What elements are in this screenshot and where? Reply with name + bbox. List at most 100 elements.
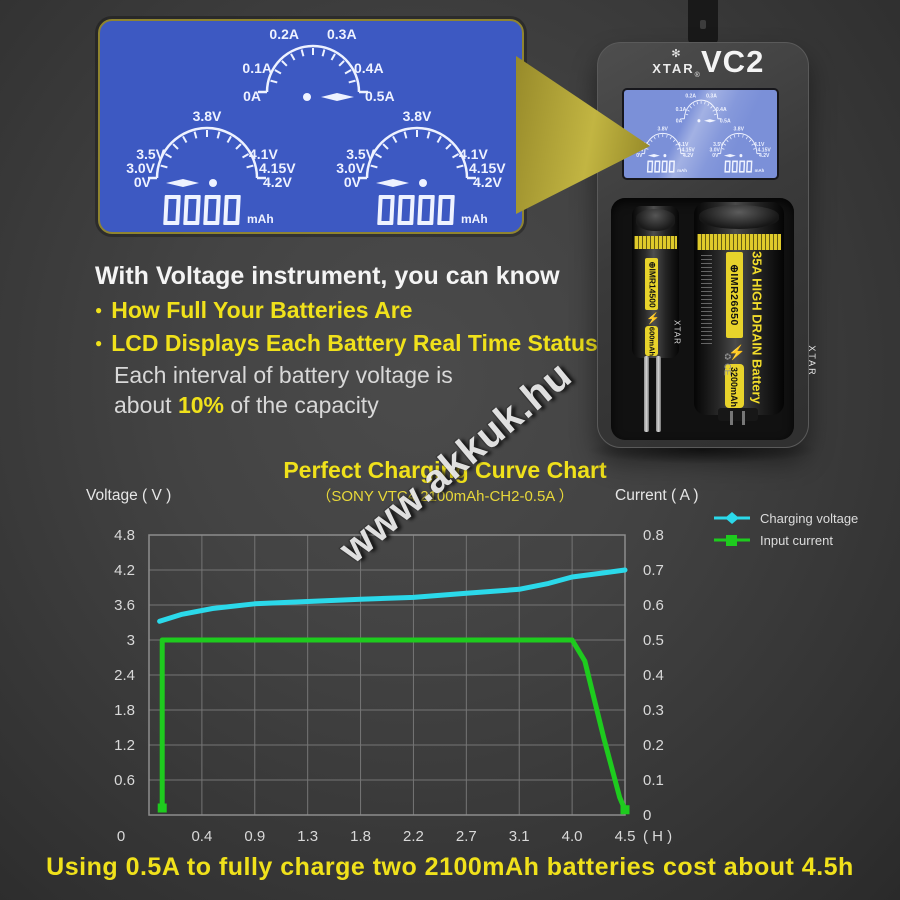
- svg-text:( H ): ( H ): [643, 828, 672, 845]
- svg-text:4.2V: 4.2V: [683, 153, 694, 159]
- info-note: Each interval of battery voltage is abou…: [114, 360, 453, 420]
- svg-text:4.8: 4.8: [114, 527, 135, 544]
- chart-subtitle: （SONY VTC4 2100mAh-CH2-0.5A ）: [316, 488, 574, 505]
- svg-text:4.1V: 4.1V: [678, 142, 689, 148]
- feature-bullet: ● How Full Your Batteries Are: [95, 297, 598, 324]
- svg-text:4.15V: 4.15V: [469, 160, 506, 176]
- bullet-dot-icon: ●: [95, 303, 103, 317]
- legend-item: Input current: [712, 529, 858, 551]
- svg-text:1.8: 1.8: [350, 828, 371, 845]
- battery-model-label: ⊕IMR14500: [647, 261, 658, 308]
- svg-text:0.3A: 0.3A: [706, 93, 717, 99]
- svg-text:2.4: 2.4: [114, 667, 135, 684]
- svg-text:4.15V: 4.15V: [758, 147, 772, 153]
- feature-list: ● How Full Your Batteries Are ● LCD Display…: [95, 297, 598, 363]
- svg-text:0.1A: 0.1A: [676, 107, 687, 113]
- lightning-bolt-icon: ⚡: [728, 344, 746, 360]
- note-highlight: 10%: [177, 392, 224, 418]
- legend-marker-icon: [714, 535, 750, 546]
- lightning-bolt-icon: ⚡: [646, 313, 660, 325]
- svg-text:0.6: 0.6: [114, 772, 135, 789]
- screen-glare: [624, 90, 777, 178]
- svg-text:0.5A: 0.5A: [720, 118, 731, 124]
- svg-text:0A: 0A: [243, 88, 261, 104]
- svg-text:0.3: 0.3: [643, 702, 664, 719]
- right-axis-label: Current ( A ): [615, 487, 699, 504]
- battery-label-band: [697, 234, 781, 250]
- svg-text:0.8: 0.8: [643, 527, 664, 544]
- svg-text:0.2A: 0.2A: [269, 26, 299, 42]
- svg-text:3.8V: 3.8V: [403, 108, 432, 124]
- battery-label-band: [634, 236, 677, 249]
- svg-text:0.5: 0.5: [643, 632, 664, 649]
- svg-text:3.6: 3.6: [114, 597, 135, 614]
- feature-bullet-text: LCD Displays Each Battery Real Time Stat…: [111, 330, 598, 356]
- legend-item: Charging voltage: [712, 507, 858, 529]
- battery-type-text: 35A HIGH DRAIN Battery: [746, 246, 768, 406]
- feature-bullet: ● LCD Displays Each Battery Real Time Sta…: [95, 330, 598, 357]
- seven-segment-digit: [163, 195, 181, 225]
- svg-text:4.5: 4.5: [615, 828, 636, 845]
- battery-type-label: 35A HIGH DRAIN Battery: [749, 251, 765, 404]
- certification-marks: ♻ CE: [722, 353, 733, 403]
- mah-unit-label: mAh: [461, 212, 488, 226]
- charging-rail: [644, 356, 649, 432]
- svg-text:0.3A: 0.3A: [327, 26, 357, 42]
- mah-readout: mAh: [646, 160, 687, 173]
- svg-text:0.5A: 0.5A: [365, 88, 395, 104]
- svg-text:4.15V: 4.15V: [682, 147, 696, 153]
- svg-text:4.2: 4.2: [114, 562, 135, 579]
- svg-text:0.4: 0.4: [643, 667, 664, 684]
- ce-mark: CE: [722, 363, 733, 376]
- seven-segment-digit: [417, 195, 435, 225]
- mah-readout: mAh: [163, 193, 274, 226]
- battery-brand-label: XTAR: [807, 345, 817, 377]
- svg-text:0: 0: [643, 807, 651, 824]
- svg-text:3.8V: 3.8V: [193, 108, 222, 124]
- battery-capacity-box: 3200mAh: [725, 364, 744, 408]
- feature-bullet-text: How Full Your Batteries Are: [111, 297, 413, 323]
- svg-text:0: 0: [117, 828, 125, 845]
- mah-unit-label: mAh: [247, 212, 274, 226]
- svg-text:0A: 0A: [676, 118, 683, 124]
- svg-text:4.1V: 4.1V: [459, 146, 488, 162]
- bullet-dot-icon: ●: [95, 336, 103, 350]
- mah-readout: mAh: [377, 193, 488, 226]
- svg-text:0V: 0V: [636, 153, 643, 159]
- seven-segment-digit: [397, 195, 415, 225]
- svg-text:4.2V: 4.2V: [263, 174, 292, 190]
- battery-top-cap: [699, 205, 779, 229]
- battery-bottom-terminal: [718, 408, 758, 425]
- svg-text:4.1V: 4.1V: [754, 142, 765, 148]
- brand-text: XTAR: [652, 61, 695, 76]
- svg-text:3.8V: 3.8V: [658, 126, 669, 132]
- battery-model-stripe: ⊕IMR26650: [726, 252, 743, 338]
- svg-text:0.1A: 0.1A: [242, 60, 272, 76]
- svg-text:0.9: 0.9: [244, 828, 265, 845]
- chart-title: Perfect Charging Curve Chart: [283, 457, 607, 483]
- seven-segment-digit: [437, 195, 455, 225]
- battery-model-label: ⊕IMR26650: [728, 264, 740, 326]
- battery-top-cap: [636, 209, 675, 231]
- bottom-caption: Using 0.5A to fully charge two 2100mAh b…: [46, 853, 854, 881]
- xtar-logo-icon: ✻: [671, 48, 681, 60]
- svg-text:0V: 0V: [134, 174, 152, 190]
- svg-text:0V: 0V: [712, 153, 719, 159]
- svg-text:0V: 0V: [344, 174, 362, 190]
- mah-unit-label: mAh: [677, 168, 687, 173]
- seven-segment-digit: [203, 195, 221, 225]
- battery-capacity-label: 600mAh: [647, 326, 657, 357]
- charging-curve-chart: 4.8 4.2 3.6 3 2.4 1.8 1.2 0.6 0.8 0.7 0.6 0.5 0.4 0.3…: [114, 527, 672, 845]
- info-heading: With Voltage instrument, you can know: [95, 262, 560, 290]
- note-line-1: Each interval of battery voltage is: [114, 362, 453, 388]
- svg-text:4.15V: 4.15V: [259, 160, 296, 176]
- mah-readout: mAh: [724, 160, 765, 173]
- mah-unit-label: mAh: [755, 168, 765, 173]
- charging-rail: [656, 356, 661, 432]
- svg-text:1.3: 1.3: [297, 828, 318, 845]
- model-name: VC2: [701, 44, 765, 79]
- usb-plug-mark: [700, 20, 706, 29]
- battery-fine-print: [701, 252, 712, 344]
